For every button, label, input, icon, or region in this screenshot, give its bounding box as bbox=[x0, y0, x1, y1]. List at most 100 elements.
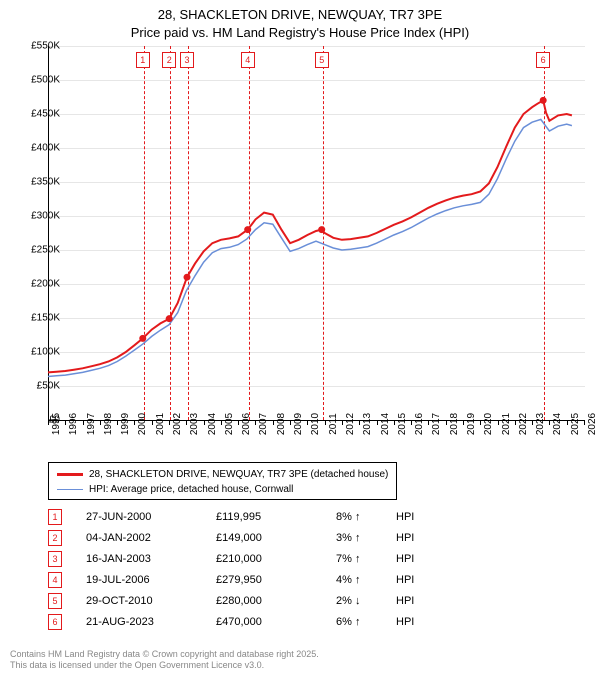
table-price: £280,000 bbox=[216, 595, 336, 607]
x-axis-label: 2012 bbox=[345, 413, 356, 435]
table-price: £279,950 bbox=[216, 574, 336, 586]
x-axis-label: 2015 bbox=[397, 413, 408, 435]
y-axis-label: £350K bbox=[16, 177, 60, 188]
y-axis-label: £50K bbox=[16, 381, 60, 392]
line-overlay bbox=[48, 46, 584, 420]
table-pct: 6% ↑ bbox=[336, 616, 396, 628]
x-tick bbox=[100, 420, 101, 425]
sale-marker-box: 4 bbox=[241, 52, 255, 68]
x-axis-label: 1996 bbox=[68, 413, 79, 435]
table-date: 04-JAN-2002 bbox=[86, 532, 216, 544]
legend-item: 28, SHACKLETON DRIVE, NEWQUAY, TR7 3PE (… bbox=[57, 467, 388, 482]
x-tick bbox=[186, 420, 187, 425]
table-hpi: HPI bbox=[396, 616, 414, 628]
series-line bbox=[48, 119, 572, 376]
x-tick bbox=[584, 420, 585, 425]
y-axis-label: £200K bbox=[16, 279, 60, 290]
x-tick bbox=[48, 420, 49, 425]
sale-marker-box: 6 bbox=[536, 52, 550, 68]
x-tick bbox=[221, 420, 222, 425]
table-date: 19-JUL-2006 bbox=[86, 574, 216, 586]
x-tick bbox=[411, 420, 412, 425]
table-row: 621-AUG-2023£470,0006% ↑HPI bbox=[48, 611, 414, 632]
x-axis-label: 2009 bbox=[293, 413, 304, 435]
table-date: 29-OCT-2010 bbox=[86, 595, 216, 607]
sale-marker-box: 3 bbox=[180, 52, 194, 68]
table-hpi: HPI bbox=[396, 595, 414, 607]
table-marker: 6 bbox=[48, 614, 62, 630]
x-axis-label: 2025 bbox=[570, 413, 581, 435]
y-axis-label: £300K bbox=[16, 211, 60, 222]
x-tick bbox=[83, 420, 84, 425]
table-row: 419-JUL-2006£279,9504% ↑HPI bbox=[48, 569, 414, 590]
table-marker: 5 bbox=[48, 593, 62, 609]
sale-marker-box: 2 bbox=[162, 52, 176, 68]
x-axis-label: 2026 bbox=[587, 413, 598, 435]
sale-dot bbox=[540, 97, 547, 104]
sale-dot bbox=[139, 335, 146, 342]
y-axis-label: £150K bbox=[16, 313, 60, 324]
x-axis-label: 2019 bbox=[466, 413, 477, 435]
table-row: 127-JUN-2000£119,9958% ↑HPI bbox=[48, 506, 414, 527]
x-tick bbox=[238, 420, 239, 425]
x-tick bbox=[65, 420, 66, 425]
title-line-1: 28, SHACKLETON DRIVE, NEWQUAY, TR7 3PE bbox=[158, 7, 442, 22]
x-tick bbox=[290, 420, 291, 425]
y-axis-label: £400K bbox=[16, 143, 60, 154]
legend-label: HPI: Average price, detached house, Corn… bbox=[89, 482, 293, 497]
table-pct: 3% ↑ bbox=[336, 532, 396, 544]
x-tick bbox=[359, 420, 360, 425]
table-price: £119,995 bbox=[216, 511, 336, 523]
table-row: 2 04-JAN-2002£149,0003% ↑HPI bbox=[48, 527, 414, 548]
x-tick bbox=[480, 420, 481, 425]
x-tick bbox=[255, 420, 256, 425]
x-axis-label: 2024 bbox=[552, 413, 563, 435]
y-axis-label: £250K bbox=[16, 245, 60, 256]
x-axis-label: 2002 bbox=[172, 413, 183, 435]
sale-dot bbox=[166, 315, 173, 322]
x-tick bbox=[532, 420, 533, 425]
table-pct: 8% ↑ bbox=[336, 511, 396, 523]
table-price: £210,000 bbox=[216, 553, 336, 565]
x-axis-label: 2021 bbox=[501, 413, 512, 435]
x-tick bbox=[273, 420, 274, 425]
x-tick bbox=[325, 420, 326, 425]
x-tick bbox=[204, 420, 205, 425]
table-date: 27-JUN-2000 bbox=[86, 511, 216, 523]
table-marker: 2 bbox=[48, 530, 62, 546]
x-axis-label: 1997 bbox=[86, 413, 97, 435]
y-axis-label: £450K bbox=[16, 109, 60, 120]
table-row: 529-OCT-2010£280,0002% ↓HPI bbox=[48, 590, 414, 611]
table-pct: 7% ↑ bbox=[336, 553, 396, 565]
x-axis-label: 1995 bbox=[51, 413, 62, 435]
table-date: 16-JAN-2003 bbox=[86, 553, 216, 565]
x-axis-label: 1998 bbox=[103, 413, 114, 435]
x-axis-label: 2022 bbox=[518, 413, 529, 435]
table-hpi: HPI bbox=[396, 532, 414, 544]
x-tick bbox=[446, 420, 447, 425]
x-axis-label: 2000 bbox=[137, 413, 148, 435]
legend-item: HPI: Average price, detached house, Corn… bbox=[57, 482, 388, 497]
x-axis-label: 2018 bbox=[449, 413, 460, 435]
x-tick bbox=[428, 420, 429, 425]
legend: 28, SHACKLETON DRIVE, NEWQUAY, TR7 3PE (… bbox=[48, 462, 397, 500]
x-axis-label: 1999 bbox=[120, 413, 131, 435]
table-date: 21-AUG-2023 bbox=[86, 616, 216, 628]
sale-marker-box: 1 bbox=[136, 52, 150, 68]
title-line-2: Price paid vs. HM Land Registry's House … bbox=[131, 25, 469, 40]
table-price: £149,000 bbox=[216, 532, 336, 544]
legend-label: 28, SHACKLETON DRIVE, NEWQUAY, TR7 3PE (… bbox=[89, 467, 388, 482]
x-axis-label: 2016 bbox=[414, 413, 425, 435]
table-hpi: HPI bbox=[396, 574, 414, 586]
x-tick bbox=[394, 420, 395, 425]
x-axis-label: 2005 bbox=[224, 413, 235, 435]
sale-dot bbox=[184, 274, 191, 281]
x-axis-label: 2023 bbox=[535, 413, 546, 435]
footer-attribution: Contains HM Land Registry data © Crown c… bbox=[10, 649, 319, 672]
legend-swatch bbox=[57, 489, 83, 491]
x-axis-label: 2014 bbox=[380, 413, 391, 435]
x-axis-label: 2011 bbox=[328, 413, 339, 435]
x-tick bbox=[515, 420, 516, 425]
y-axis-label: £100K bbox=[16, 347, 60, 358]
sale-marker-box: 5 bbox=[315, 52, 329, 68]
